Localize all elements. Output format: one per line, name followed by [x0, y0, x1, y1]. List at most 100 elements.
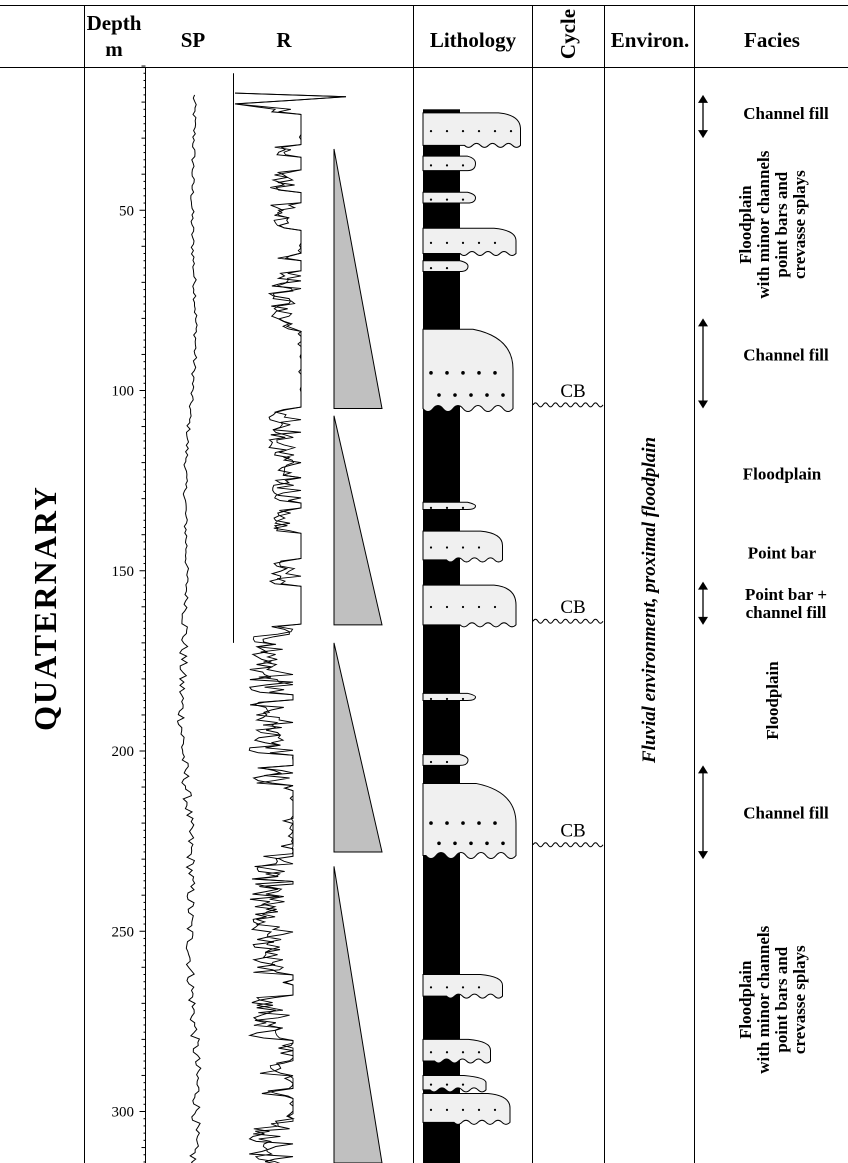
- grain-dot: [445, 986, 449, 989]
- sand-body: [422, 260, 469, 273]
- grain-dot: [501, 393, 505, 397]
- facies-label: Floodplain: [736, 185, 755, 264]
- grain-dot: [493, 130, 497, 133]
- cycle-boundary-line: [532, 618, 604, 624]
- grain-dot: [461, 986, 465, 989]
- grain-dot: [461, 605, 465, 609]
- grain-dot: [509, 130, 513, 133]
- grain-dot: [437, 393, 441, 397]
- grain-dot: [453, 841, 457, 846]
- arrow-down-icon: [698, 616, 708, 625]
- arrow-up-icon: [698, 765, 708, 774]
- grain-dot: [429, 1108, 433, 1111]
- facies-label-group: Floodplain with minor channels point bars …: [736, 150, 809, 298]
- grain-dot: [477, 546, 481, 549]
- grain-dot: [445, 371, 449, 375]
- sand-body: [422, 754, 469, 766]
- facies-label: Channel fill: [743, 104, 829, 123]
- facies-label: Point bar +: [745, 585, 827, 604]
- grain-dot: [493, 241, 497, 244]
- grain-dot: [461, 546, 465, 549]
- sand-body: [422, 155, 477, 172]
- sp-log-track: [176, 94, 202, 1163]
- fining-upward-triangle: [333, 415, 383, 626]
- grain-dot: [429, 546, 433, 549]
- grain-dot: [461, 130, 465, 133]
- grain-dot: [477, 821, 481, 825]
- grain-dot: [477, 130, 481, 133]
- facies-label: Floodplain: [743, 464, 822, 483]
- grain-dot: [429, 241, 433, 244]
- header-sp: SP: [181, 28, 206, 52]
- grain-dot: [445, 267, 449, 270]
- facies-label: Point bar: [748, 544, 817, 563]
- sand-body: [422, 328, 514, 413]
- grain-dot: [429, 130, 433, 133]
- grain-dot: [445, 605, 449, 609]
- grain-dot: [429, 371, 433, 375]
- grain-dot: [445, 241, 449, 244]
- cycle-boundaries: CB CB CB: [532, 381, 604, 848]
- grain-dot: [477, 986, 481, 989]
- fining-upward-triangle: [333, 148, 383, 410]
- arrow-down-icon: [698, 130, 708, 139]
- grain-dot: [501, 841, 505, 846]
- sand-body: [422, 1038, 491, 1064]
- grain-dot: [429, 697, 433, 701]
- grain-dot: [445, 1108, 449, 1111]
- header-depth-unit: m: [105, 37, 123, 61]
- grain-dot: [461, 506, 465, 509]
- facies-label: crevasse splays: [790, 945, 809, 1054]
- resistivity-log-track: [233, 73, 347, 1163]
- sand-body: [422, 782, 517, 860]
- grain-dot: [469, 841, 473, 846]
- facies-label: Floodplain: [763, 661, 782, 740]
- cycle-boundary-label: CB: [560, 597, 585, 618]
- grain-dot: [445, 506, 449, 509]
- header-lithology: Lithology: [430, 28, 517, 52]
- grain-dot: [453, 393, 457, 397]
- r-curve-shallow: [234, 92, 347, 1163]
- depth-tick-label: 300: [112, 1105, 135, 1121]
- sand-body: [422, 1092, 511, 1125]
- depth-tick-label: 150: [112, 564, 135, 580]
- lithology-column: [422, 109, 521, 1163]
- grain-dot: [445, 1083, 449, 1086]
- depth-tick-label: 50: [119, 203, 134, 219]
- arrow-down-icon: [698, 851, 708, 860]
- grain-dot: [429, 164, 433, 167]
- grain-dot: [445, 546, 449, 549]
- facies-label: point bars and: [772, 946, 791, 1052]
- facies-label: with minor channels: [754, 925, 773, 1073]
- fining-upward-triangle: [333, 866, 383, 1163]
- arrow-down-icon: [698, 400, 708, 409]
- grain-dot: [477, 241, 481, 244]
- grain-dot: [445, 1051, 449, 1054]
- facies-label: with minor channels: [754, 150, 773, 298]
- facies-label: channel fill: [746, 603, 827, 622]
- grain-dot: [461, 371, 465, 375]
- header-r: R: [276, 28, 292, 52]
- grain-dot: [477, 605, 481, 609]
- grain-dot: [429, 605, 433, 609]
- depth-tick-label: 200: [112, 744, 135, 760]
- header-environment: Environ.: [611, 28, 689, 52]
- grain-dot: [461, 241, 465, 244]
- column-headers: Depth m SP R Lithology Cycle Environ. Fa…: [87, 9, 800, 61]
- cycle-boundary-label: CB: [560, 821, 585, 842]
- sand-body: [422, 1074, 487, 1093]
- grain-dot: [485, 841, 489, 846]
- depth-axis: 50 100 150 200 250 300: [112, 65, 146, 1163]
- grain-dot: [445, 821, 449, 825]
- grain-dot: [429, 1051, 433, 1054]
- grain-dot: [477, 1108, 481, 1111]
- depth-tick-label: 100: [112, 384, 135, 400]
- grain-dot: [445, 164, 449, 167]
- sand-body: [422, 584, 517, 628]
- depth-tick-label: 250: [112, 924, 135, 940]
- grain-dot: [461, 821, 465, 825]
- facies-label: Channel fill: [743, 345, 829, 364]
- environment-label: Fluvial environment, proximal floodplain: [639, 437, 660, 764]
- arrow-up-icon: [698, 581, 708, 590]
